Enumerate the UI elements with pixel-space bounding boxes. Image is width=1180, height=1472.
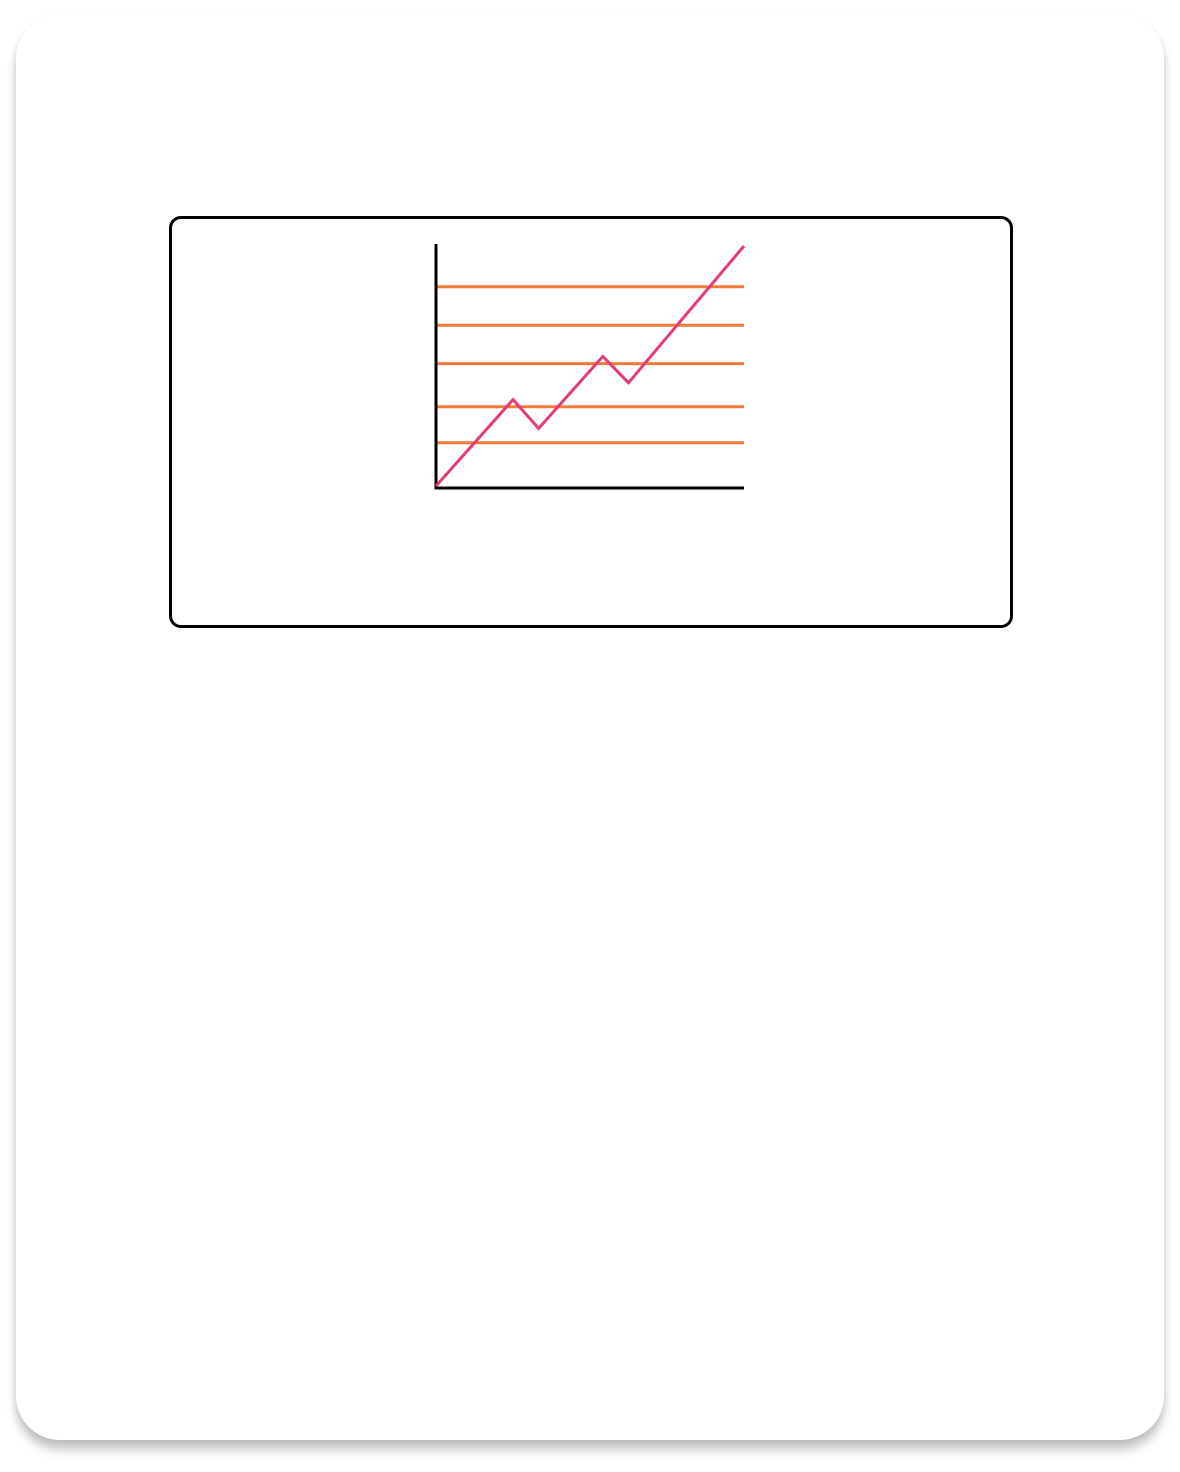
- series-line-1: [434, 245, 746, 487]
- reference-lines: [436, 285, 744, 445]
- chart-frame: [169, 216, 1013, 628]
- axes: [434, 244, 744, 490]
- series-group: [434, 245, 746, 487]
